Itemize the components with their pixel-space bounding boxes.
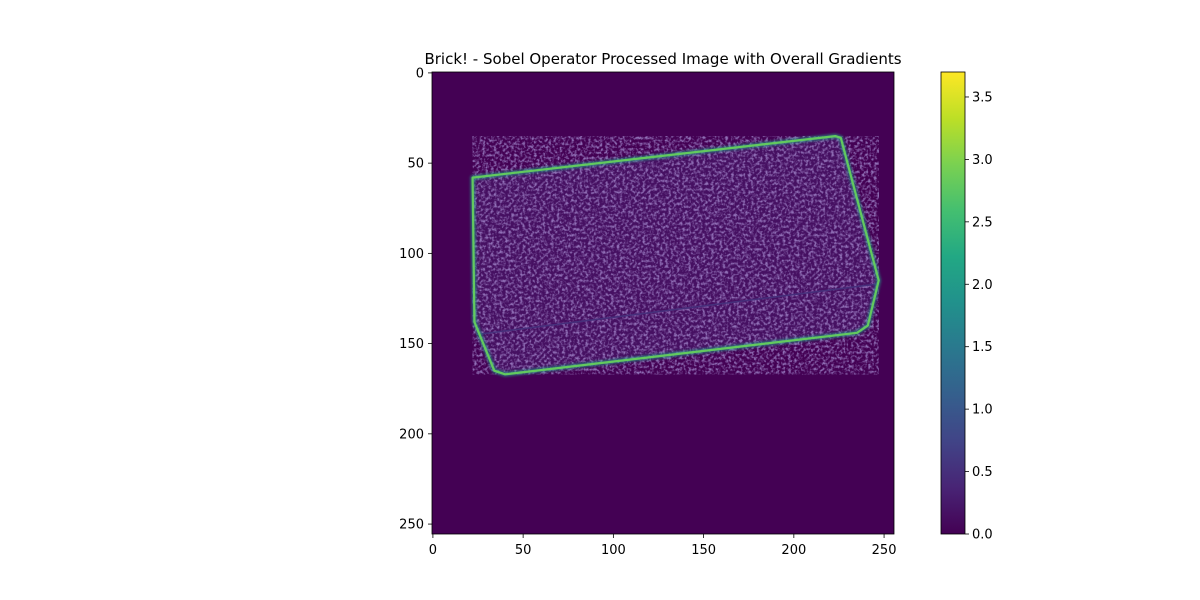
x-tick-label: 250 xyxy=(872,543,897,558)
colorbar-tick-label: 1.0 xyxy=(972,403,993,418)
y-tick-label: 150 xyxy=(399,337,424,352)
colorbar-tick-label: 3.0 xyxy=(972,153,993,168)
x-tick-label: 50 xyxy=(515,543,532,558)
y-axis: 0 50 100 150 200 250 xyxy=(399,66,432,533)
brick-inner-edge xyxy=(476,283,878,336)
heatmap xyxy=(432,72,894,534)
colorbar-bar xyxy=(940,71,966,535)
colorbar-tick-label: 3.5 xyxy=(972,90,993,105)
y-tick-label: 200 xyxy=(399,427,424,442)
y-tick-label: 0 xyxy=(416,66,424,81)
colorbar-tick-label: 0.0 xyxy=(972,528,993,543)
brick-interior-texture xyxy=(472,136,879,375)
colorbar: 0.0 0.5 1.0 1.5 2.0 2.5 3.0 3.5 xyxy=(940,71,993,543)
colorbar-ticks: 0.0 0.5 1.0 1.5 2.0 2.5 3.0 3.5 xyxy=(965,90,993,543)
chart-title: Brick! - Sobel Operator Processed Image … xyxy=(424,50,901,68)
colorbar-tick-label: 2.5 xyxy=(972,215,993,230)
y-tick-label: 50 xyxy=(407,157,424,172)
colorbar-tick-label: 0.5 xyxy=(972,465,993,480)
y-tick-label: 250 xyxy=(399,518,424,533)
plot-frame xyxy=(431,71,895,535)
x-tick-label: 0 xyxy=(429,543,437,558)
y-tick-label: 100 xyxy=(399,247,424,262)
x-tick-label: 100 xyxy=(601,543,626,558)
colorbar-tick-label: 2.0 xyxy=(972,278,993,293)
x-axis: 0 50 100 150 200 250 xyxy=(429,534,897,558)
brick-outer-edge xyxy=(471,135,880,376)
colorbar-tick-label: 1.5 xyxy=(972,340,993,355)
x-tick-label: 200 xyxy=(781,543,806,558)
x-tick-label: 150 xyxy=(691,543,716,558)
